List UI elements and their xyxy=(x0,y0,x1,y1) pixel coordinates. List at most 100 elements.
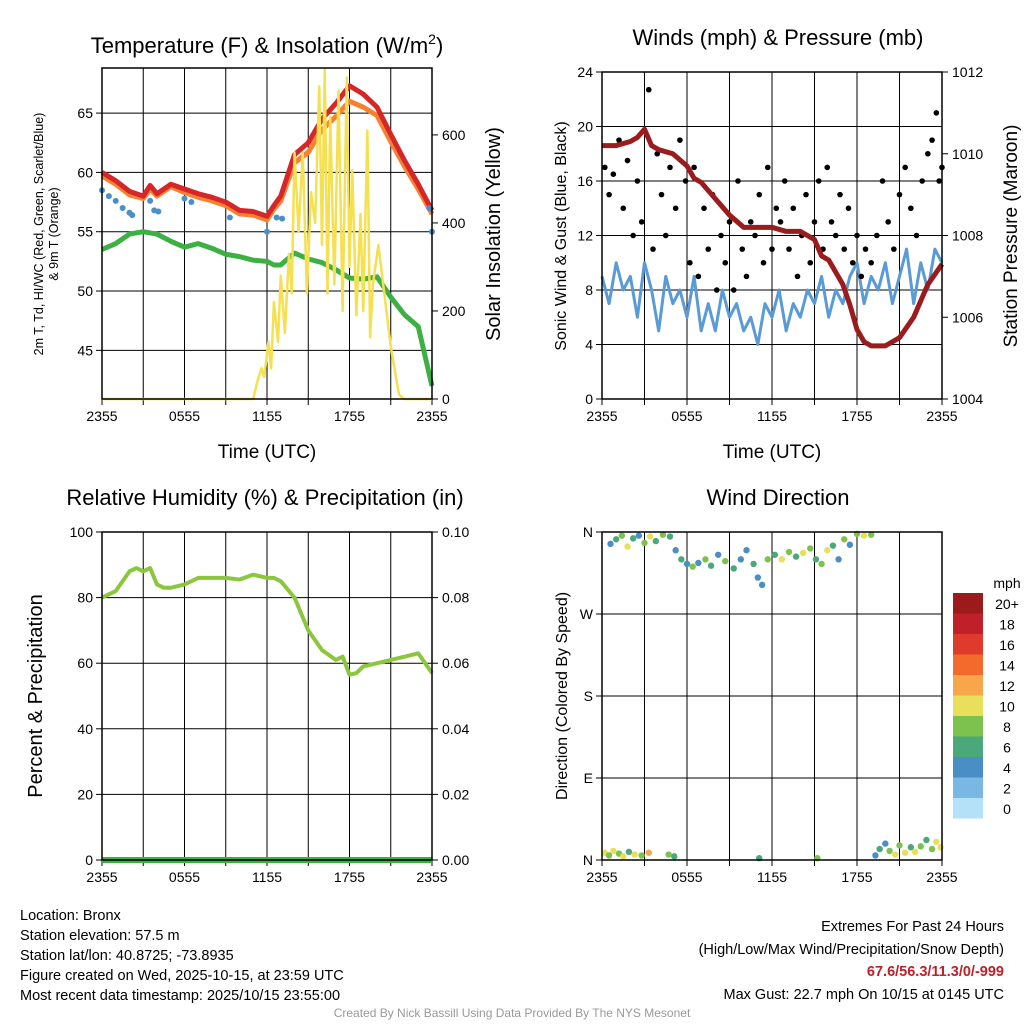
gust-point xyxy=(713,287,720,293)
legend-label: 12 xyxy=(999,678,1015,694)
gust-point xyxy=(630,232,636,239)
gust-point xyxy=(828,219,835,225)
direction-point xyxy=(764,556,771,563)
gust-point xyxy=(722,259,729,266)
y-tick-label: 45 xyxy=(77,342,93,358)
gust-point xyxy=(832,232,839,239)
direction-point xyxy=(605,852,613,859)
direction-point xyxy=(645,849,652,856)
legend-label: 4 xyxy=(1003,760,1011,776)
gust-point xyxy=(929,137,935,143)
y-tick-label: 4 xyxy=(585,337,593,353)
direction-point xyxy=(807,545,814,552)
legend-label: 14 xyxy=(999,658,1015,674)
direction-point xyxy=(841,536,848,543)
footer-credit: Created By Nick Bassill Using Data Provi… xyxy=(333,1006,691,1020)
direction-point xyxy=(652,537,660,545)
gust-point xyxy=(682,178,689,184)
direction-point xyxy=(876,845,883,853)
gust-point xyxy=(891,246,897,252)
x-tick-label: 2355 xyxy=(926,869,957,885)
x-tick-label: 0555 xyxy=(671,869,702,885)
direction-point xyxy=(737,556,745,563)
x-tick-label: 2355 xyxy=(86,869,117,885)
direction-point xyxy=(872,852,879,859)
direction-point xyxy=(799,549,807,557)
gust-point xyxy=(862,246,869,252)
direction-point xyxy=(683,560,691,568)
gust-point xyxy=(815,178,822,184)
temp-2m-line xyxy=(100,83,435,219)
direction-point xyxy=(886,847,893,855)
gust-point xyxy=(807,259,814,266)
direction-point xyxy=(678,556,685,563)
y-tick-label: 80 xyxy=(77,590,93,606)
gust-point xyxy=(610,171,617,177)
rh-line xyxy=(101,566,434,677)
x-tick-label: 1755 xyxy=(334,408,365,424)
direction-point xyxy=(860,532,868,539)
y-tick-label: 16 xyxy=(577,173,593,189)
windchill-point xyxy=(119,204,126,211)
gust-point xyxy=(777,219,784,225)
direction-point xyxy=(635,532,643,539)
direction-point xyxy=(846,541,854,548)
windchill-point xyxy=(264,228,270,235)
gust-point xyxy=(695,273,702,280)
gust-point xyxy=(616,137,622,143)
x-axis-label: Time (UTC) xyxy=(218,442,317,463)
gust-point xyxy=(658,191,665,198)
windchill-point xyxy=(147,197,154,204)
gust-point xyxy=(667,164,673,171)
gust-point xyxy=(752,232,758,239)
sonic-wind-line xyxy=(600,247,944,346)
direction-point xyxy=(917,843,924,850)
gust-point xyxy=(760,259,767,266)
direction-point xyxy=(901,849,909,856)
gust-point xyxy=(913,232,920,239)
legend-label: 6 xyxy=(1003,740,1011,756)
direction-point xyxy=(620,853,627,860)
x-tick-label: 2355 xyxy=(416,869,447,885)
gust-point xyxy=(764,164,771,171)
x-axis-label: Time (UTC) xyxy=(723,442,822,463)
gust-point xyxy=(790,205,797,212)
y-tick-label: 20 xyxy=(577,119,593,135)
y2-tick-label: 1008 xyxy=(952,228,983,244)
direction-point xyxy=(624,543,631,550)
x-tick-label: 2355 xyxy=(586,408,617,424)
direction-point xyxy=(607,540,614,548)
plot-border xyxy=(101,67,433,400)
direction-point xyxy=(672,547,679,554)
gust-point xyxy=(811,219,818,225)
y-tick-label: N xyxy=(583,524,593,540)
gust-point xyxy=(705,246,712,252)
y2-tick-label: 1012 xyxy=(952,64,983,80)
gust-point xyxy=(803,191,809,198)
solar-line xyxy=(102,67,432,401)
gust-point xyxy=(824,164,831,171)
legend-swatch xyxy=(953,634,983,655)
y-tick-label: W xyxy=(580,606,594,622)
chart-title: Temperature (F) & Insolation (W/m2) xyxy=(91,31,444,58)
gust-point xyxy=(718,232,724,239)
gust-point xyxy=(606,191,612,198)
direction-point xyxy=(722,557,729,565)
y-tick-label: 8 xyxy=(585,282,593,298)
gust-point xyxy=(925,150,931,157)
gust-point xyxy=(908,205,914,212)
gust-point xyxy=(730,287,737,293)
x-tick-label: 1755 xyxy=(334,869,365,885)
plot-border xyxy=(101,531,433,861)
legend-swatch xyxy=(953,613,983,634)
location-text: Location: Bronx xyxy=(20,908,121,924)
gust-point xyxy=(756,191,763,198)
gust-point xyxy=(879,178,886,184)
direction-point xyxy=(671,853,678,860)
direction-point xyxy=(896,842,903,849)
gust-point xyxy=(620,205,627,212)
direction-point xyxy=(928,845,936,853)
legend-swatch xyxy=(953,695,983,716)
